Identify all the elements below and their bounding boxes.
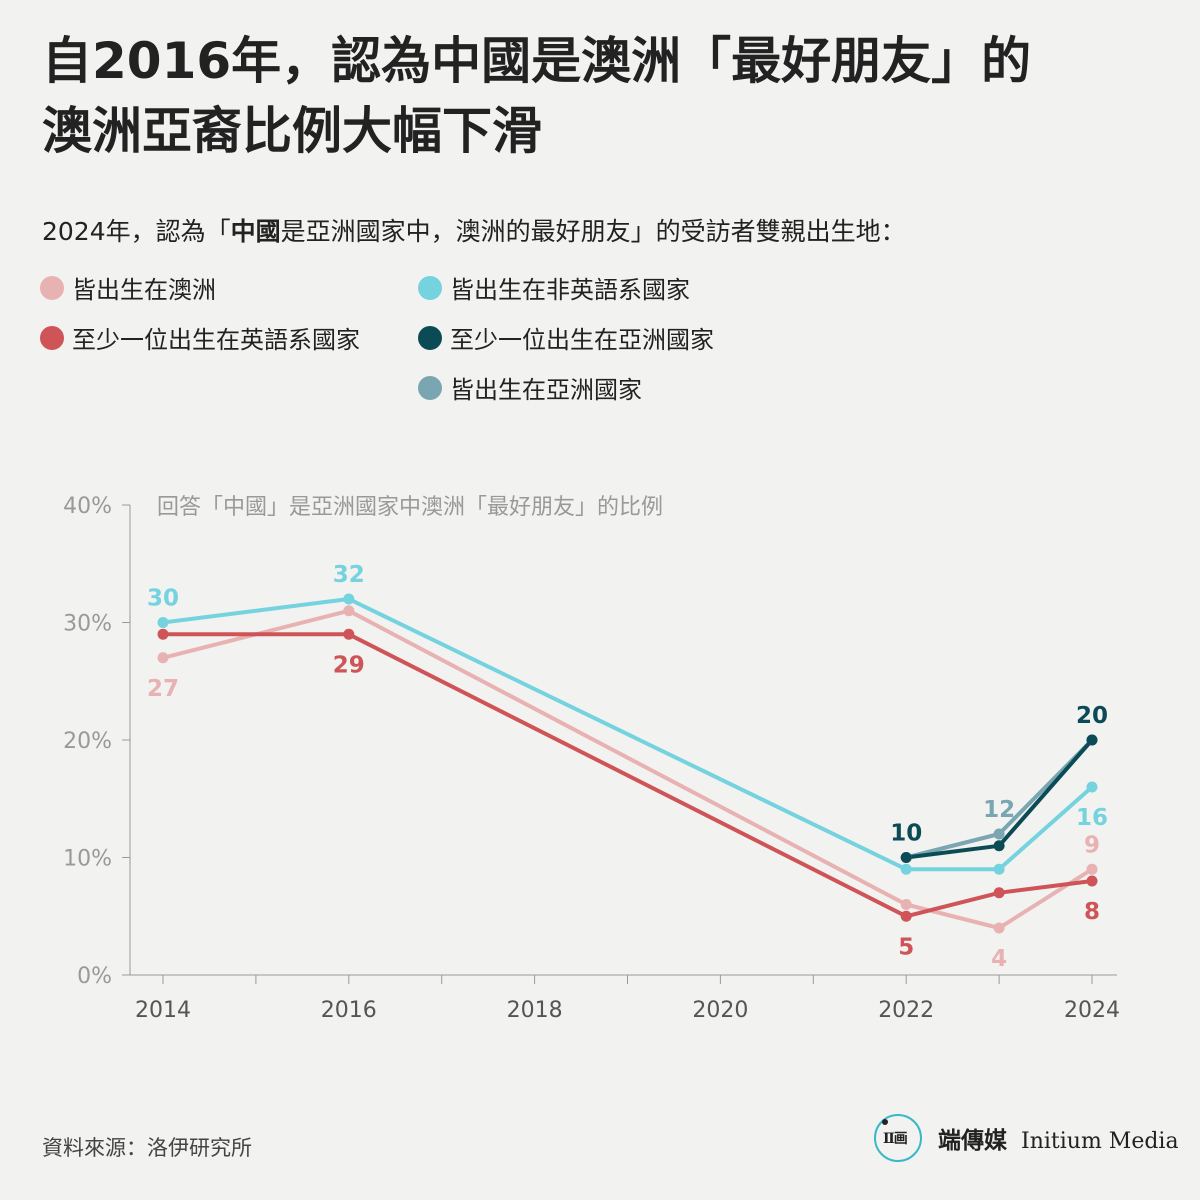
y-tick-label: 0% <box>77 964 112 989</box>
x-tick-label: 2014 <box>135 998 191 1023</box>
brand-name: 端傳媒 Initium Media <box>938 1121 1179 1155</box>
data-point <box>1086 875 1098 887</box>
data-point <box>900 863 912 875</box>
legend-label: 皆出生在亞洲國家 <box>450 376 642 404</box>
series-line <box>161 608 1094 930</box>
data-label: 5 <box>898 934 914 960</box>
brand-name-en: Initium Media <box>1021 1129 1179 1154</box>
initium-logo-icon: Ⅱ画 <box>874 1114 922 1162</box>
data-point <box>993 828 1005 840</box>
legend-dot <box>40 325 64 350</box>
legend-dot <box>418 275 442 300</box>
data-point <box>343 593 355 605</box>
data-point <box>1086 781 1098 793</box>
data-point <box>343 628 355 640</box>
legend-label: 至少一位出生在英語系國家 <box>72 326 360 354</box>
line-chart: 0%10%20%30%40%2014 2016 2018 2020 2022 2024回答… <box>63 494 1120 1023</box>
data-label: 16 <box>1076 805 1108 831</box>
data-label: 8 <box>1084 899 1100 925</box>
data-point <box>900 910 912 922</box>
data-label: 10 <box>890 821 922 847</box>
data-label: 4 <box>991 946 1007 972</box>
source-note: 資料來源：洛伊研究所 <box>42 1136 252 1160</box>
data-label: 30 <box>147 586 179 612</box>
data-point <box>900 899 912 910</box>
y-tick-label: 40% <box>63 494 112 519</box>
data-point <box>993 887 1005 899</box>
data-label: 20 <box>1076 703 1108 729</box>
legend-dot <box>40 275 64 300</box>
legend-label: 至少一位出生在亞洲國家 <box>450 326 714 354</box>
data-point <box>993 863 1005 875</box>
data-point <box>1086 734 1098 746</box>
legend: 皆出生在澳洲 皆出生在非英語系國家 至少一位出生在英語系國家 至少一位出生在亞洲… <box>40 270 840 410</box>
data-point <box>900 852 912 863</box>
legend-item-english-speaking: 至少一位出生在英語系國家 <box>40 320 360 355</box>
x-tick-label: 2020 <box>692 998 748 1023</box>
x-tick-label: 2018 <box>507 998 563 1023</box>
data-label: 12 <box>983 797 1015 823</box>
series-line <box>161 597 1094 872</box>
data-point <box>157 617 169 628</box>
logo-dot <box>882 1119 888 1125</box>
title-line-1: 自2016年，認為中國是澳洲「最好朋友」的 <box>42 32 1032 90</box>
data-point <box>993 840 1005 852</box>
data-point <box>993 922 1005 934</box>
legend-item-both-asian: 皆出生在亞洲國家 <box>418 370 642 405</box>
y-tick-label: 10% <box>63 847 112 872</box>
legend-label: 皆出生在澳洲 <box>72 276 216 304</box>
subtitle: 2024年，認為「中國是亞洲國家中，澳洲的最好朋友」的受訪者雙親出生地： <box>42 212 906 248</box>
legend-item-non-english: 皆出生在非英語系國家 <box>418 270 690 305</box>
x-tick-label: 2024 <box>1064 998 1120 1023</box>
brand-name-zh: 端傳媒 <box>938 1127 1007 1154</box>
subtitle-before: 2024年，認為「 <box>42 217 231 246</box>
brand: Ⅱ画 端傳媒 Initium Media <box>874 1114 1179 1162</box>
legend-item-born-australia: 皆出生在澳洲 <box>40 270 216 305</box>
legend-label: 皆出生在非英語系國家 <box>450 276 690 304</box>
legend-item-one-asian: 至少一位出生在亞洲國家 <box>418 320 714 355</box>
data-point <box>157 628 169 640</box>
logo-glyph: Ⅱ画 <box>883 1131 908 1147</box>
series-line <box>161 632 1094 919</box>
data-label: 27 <box>147 676 179 702</box>
data-point <box>343 605 355 617</box>
data-label: 9 <box>1084 832 1100 858</box>
page-title: 自2016年，認為中國是澳洲「最好朋友」的 澳洲亞裔比例大幅下滑 <box>42 26 1162 166</box>
data-point <box>1086 863 1098 875</box>
x-tick-label: 2016 <box>321 998 377 1023</box>
subtitle-after: 是亞洲國家中，澳洲的最好朋友」的受訪者雙親出生地： <box>280 217 906 246</box>
y-tick-label: 30% <box>63 612 112 637</box>
subtitle-bold: 中國 <box>230 217 281 246</box>
data-label: 29 <box>333 652 365 678</box>
x-tick-label: 2022 <box>878 998 934 1023</box>
data-point <box>157 652 169 664</box>
legend-dot <box>418 375 442 400</box>
title-line-2: 澳洲亞裔比例大幅下滑 <box>42 102 542 160</box>
legend-dot <box>418 325 442 350</box>
data-label: 32 <box>333 562 365 588</box>
chart-title: 回答「中國」是亞洲國家中澳洲「最好朋友」的比例 <box>157 495 663 520</box>
y-tick-label: 20% <box>63 729 112 754</box>
